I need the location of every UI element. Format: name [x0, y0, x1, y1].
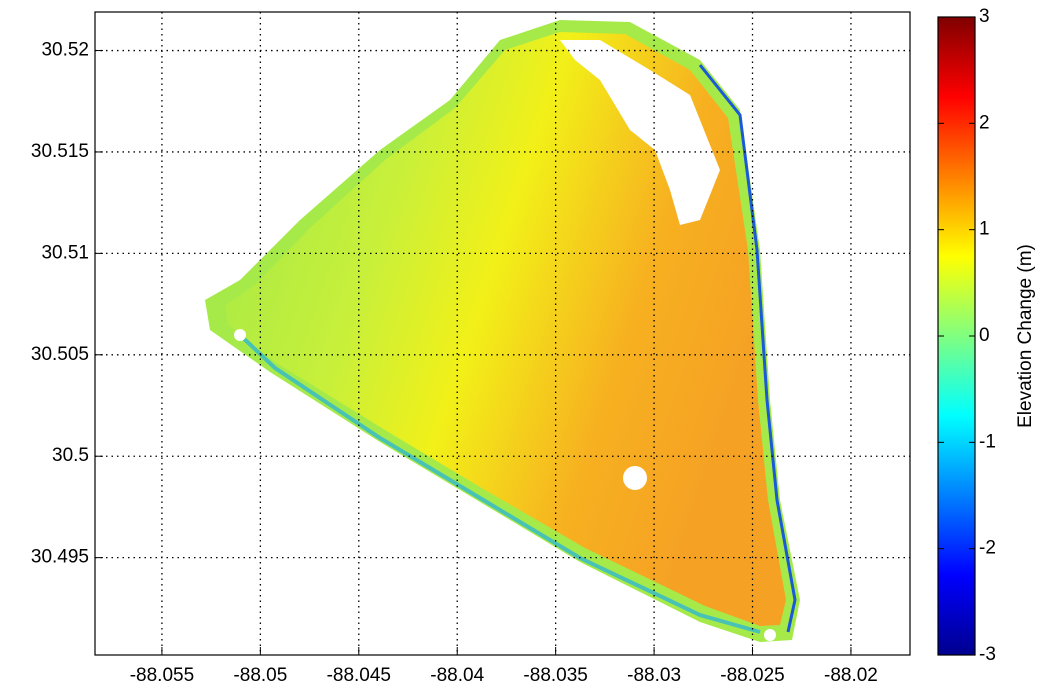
y-tick-label: 30.52: [41, 40, 89, 61]
x-tick-label: -88.025: [720, 665, 784, 686]
y-tick-label: 30.495: [31, 547, 89, 568]
y-tick-label: 30.51: [41, 242, 89, 263]
colorbar-tick-label: 2: [979, 112, 990, 133]
colorbar-tick-label: -1: [979, 431, 996, 452]
chart: Elevation Change (m) -88.055 -88.05 -88.04…: [0, 0, 1047, 691]
x-tick-label: -88.035: [523, 665, 587, 686]
y-tick-label: 30.515: [31, 141, 89, 162]
x-tick-label: -88.02: [824, 665, 878, 686]
x-tick-label: -88.04: [430, 665, 484, 686]
colorbar-tick-label: -2: [979, 538, 996, 559]
island: [205, 20, 800, 642]
colorbar-tick-label: -3: [979, 644, 996, 665]
y-tick-label: 30.5: [52, 445, 89, 466]
x-tick-label: -88.055: [130, 665, 194, 686]
x-tick-label: -88.05: [233, 665, 287, 686]
x-tick-label: -88.03: [627, 665, 681, 686]
colorbar-tick-label: 0: [979, 325, 990, 346]
y-tick-label: 30.505: [31, 344, 89, 365]
x-tick-label: -88.045: [327, 665, 391, 686]
colorbar-tick-label: 3: [979, 6, 990, 27]
colorbar-label: Elevation Change (m): [1015, 244, 1036, 428]
colorbar-tick-label: 1: [979, 219, 990, 240]
